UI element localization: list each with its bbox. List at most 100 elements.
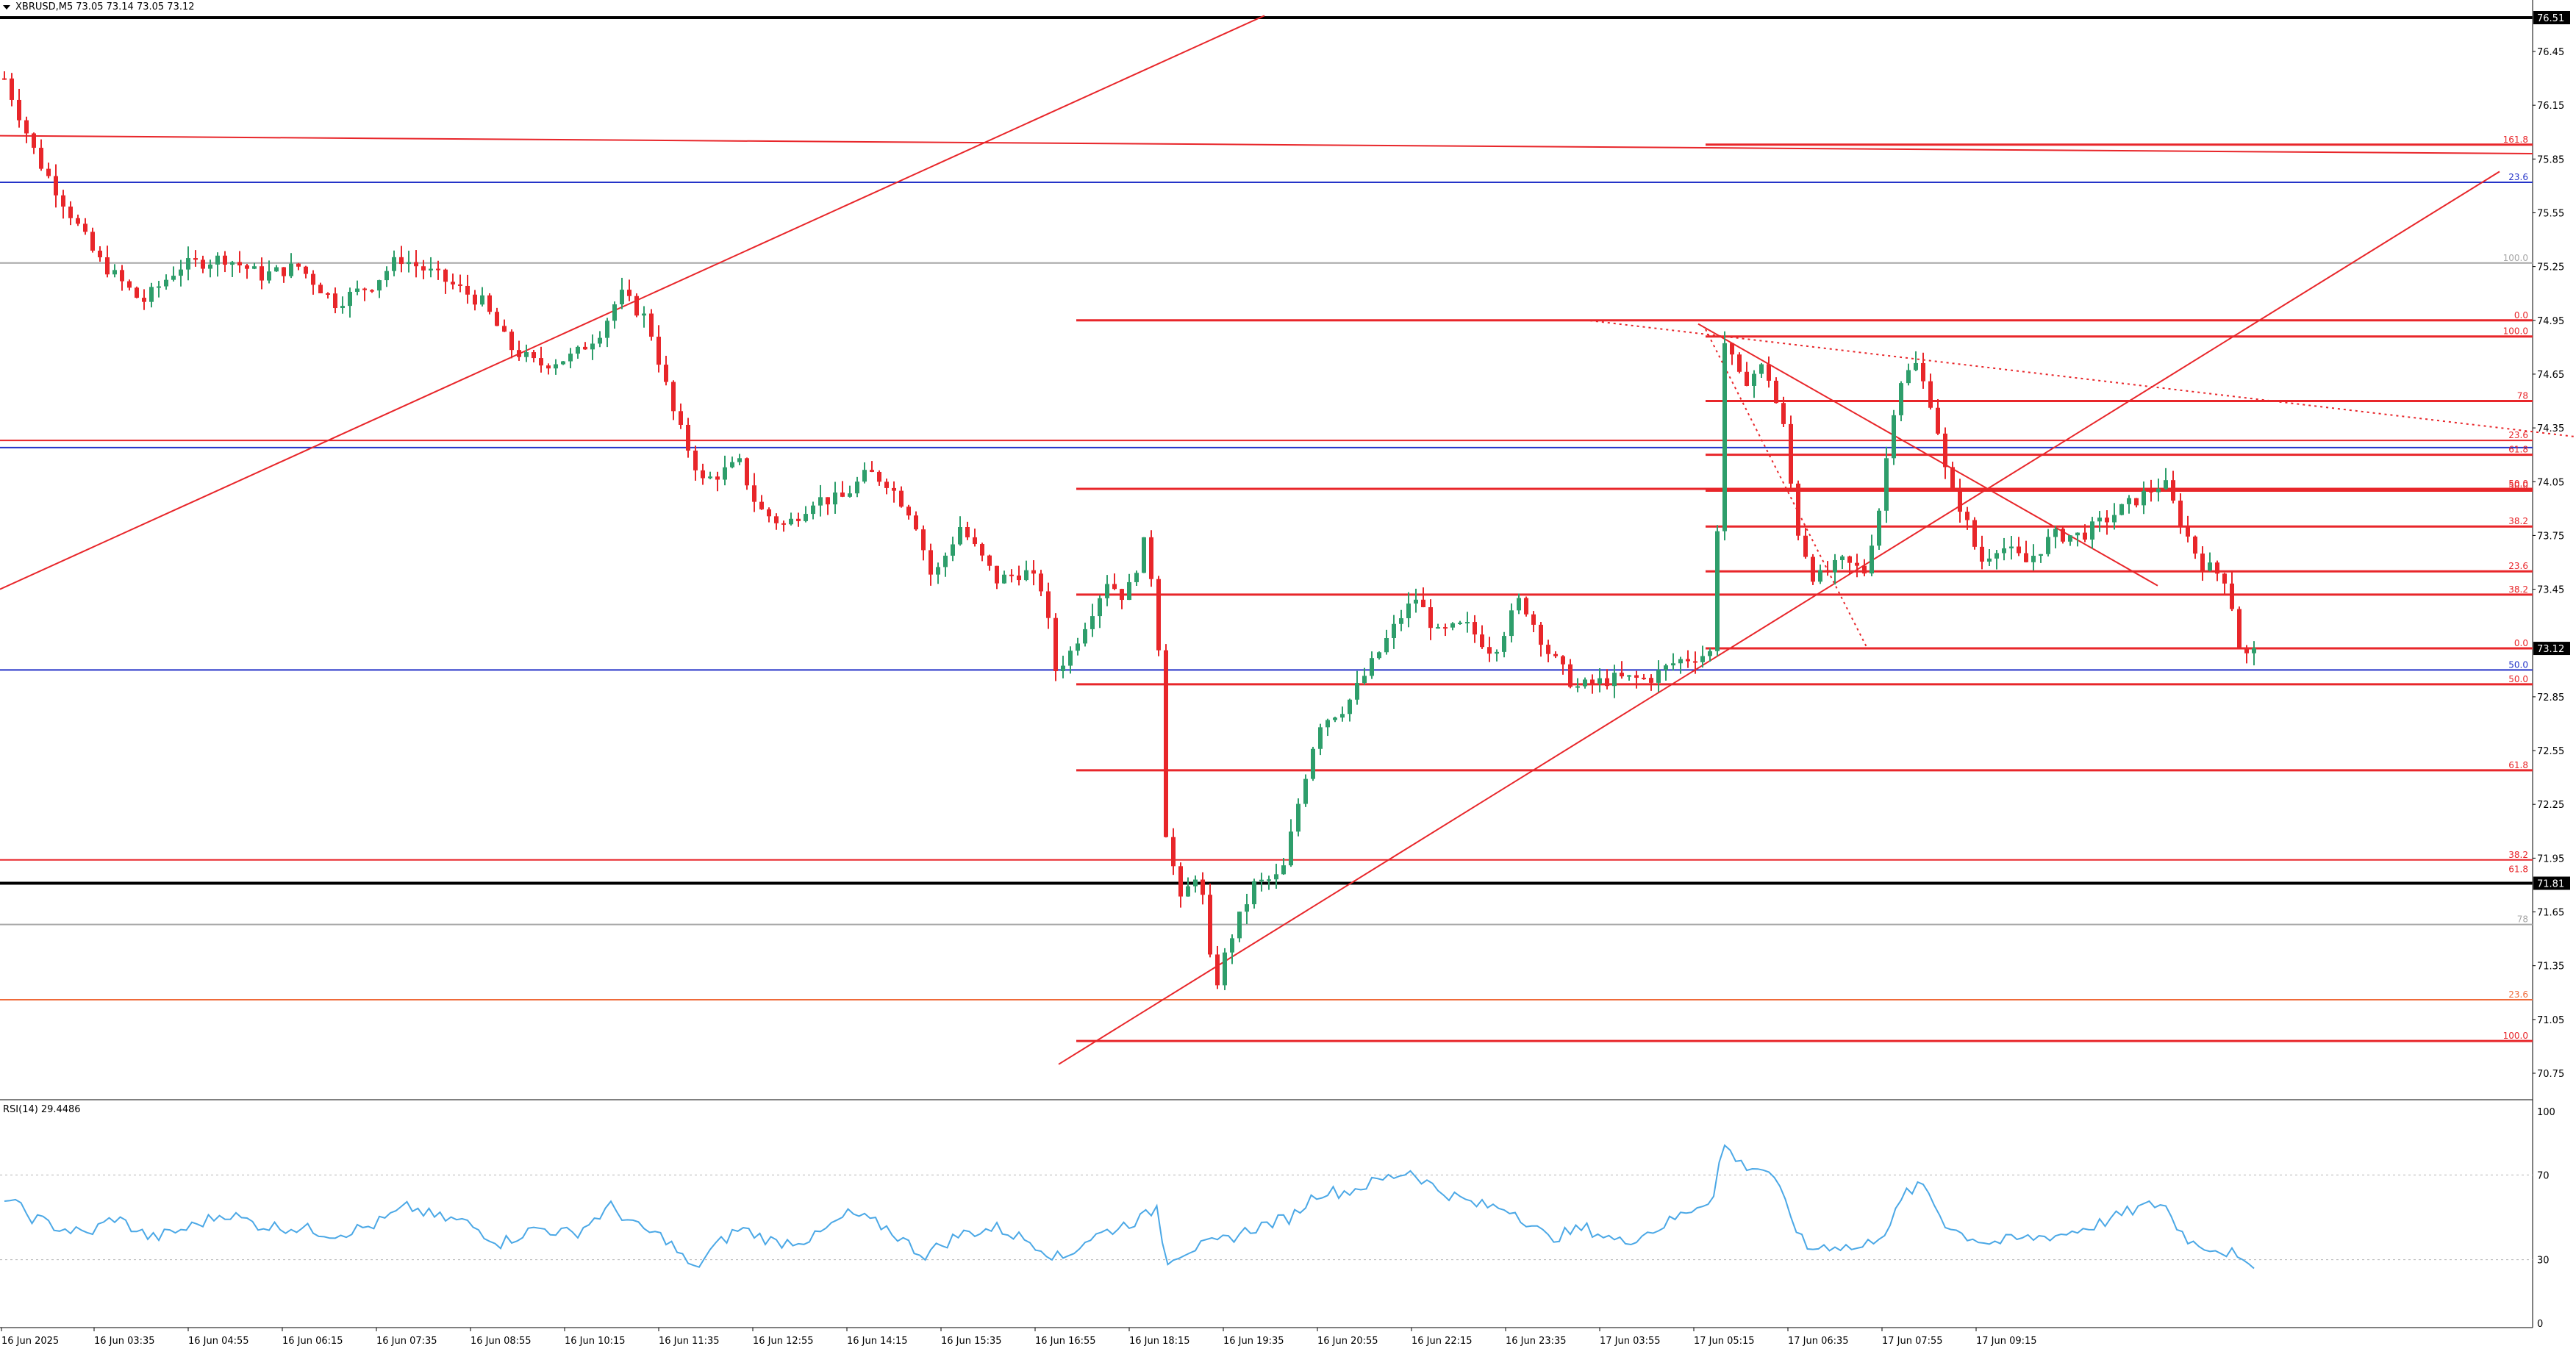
candle-body: [715, 476, 720, 480]
candle-body: [208, 264, 212, 269]
candle-body: [1362, 676, 1367, 684]
candle-body: [1480, 634, 1484, 648]
candle-body: [2024, 553, 2028, 562]
candle-body: [568, 354, 573, 362]
candle-body: [1465, 622, 1470, 624]
candle-body: [355, 288, 359, 292]
candle-body: [1803, 535, 1808, 557]
candle-body: [1568, 664, 1573, 687]
candle-body: [1627, 675, 1631, 677]
candle-body: [1289, 831, 1293, 866]
candle-body: [1752, 373, 1756, 386]
candle-body: [1406, 604, 1411, 618]
fib-label: 0.0: [2514, 638, 2528, 648]
candle-body: [1039, 573, 1043, 592]
time-axis-label: 16 Jun 06:15: [282, 1336, 343, 1347]
candle-body: [2075, 532, 2080, 536]
time-axis-label: 17 Jun 07:55: [1882, 1336, 1943, 1347]
candle-body: [1840, 556, 1845, 560]
candle-body: [2134, 498, 2139, 506]
candle-body: [1870, 545, 1874, 574]
time-axis-label: 17 Jun 09:15: [1976, 1336, 2037, 1347]
symbol-name: XBRUSD,M5: [15, 1, 74, 12]
candle-body: [598, 337, 602, 344]
candle-body: [848, 493, 852, 497]
candle-body: [612, 304, 617, 321]
candle-body: [39, 148, 43, 169]
candle-body: [539, 358, 543, 366]
candle-body: [436, 268, 440, 271]
candle-body: [906, 506, 911, 516]
price-tick-label: 74.95: [2537, 316, 2564, 327]
fib-label: 38.2: [2508, 584, 2528, 595]
candle-body: [767, 509, 771, 517]
candle-body: [1487, 647, 1492, 654]
candle-body: [186, 258, 190, 270]
candle-body: [282, 267, 286, 276]
candle-body: [1965, 512, 1969, 520]
candle-body: [1612, 673, 1617, 687]
candle-body: [686, 424, 690, 451]
candle-body: [1112, 584, 1117, 590]
candle-body: [458, 284, 462, 286]
candle-body: [1980, 546, 1984, 562]
candle-body: [1370, 658, 1374, 676]
candle-body: [193, 258, 198, 260]
fib-label: 38.2: [2508, 850, 2528, 860]
candle-body: [1450, 623, 1455, 628]
candle-body: [2200, 554, 2205, 571]
candle-body: [1774, 380, 1778, 404]
price-tick-label: 74.65: [2537, 370, 2564, 381]
candle-body: [370, 290, 374, 292]
candle-body: [1811, 556, 1815, 582]
candle-body: [929, 550, 933, 575]
candle-body: [877, 471, 881, 482]
candle-body: [1781, 403, 1786, 424]
candle-body: [98, 250, 102, 257]
candle-body: [1274, 874, 1278, 880]
price-tick-label: 73.45: [2537, 585, 2564, 596]
candle-body: [223, 255, 227, 265]
price-tick-label: 72.55: [2537, 746, 2564, 757]
candle-body: [1642, 677, 1646, 679]
candle-body: [1436, 627, 1440, 629]
candle-body: [995, 565, 999, 584]
candle-body: [1002, 574, 1006, 584]
candle-body: [620, 290, 624, 304]
candle-body: [1796, 483, 1800, 536]
candle-body: [465, 285, 470, 295]
candle-body: [664, 365, 668, 382]
candle-body: [965, 526, 970, 537]
candle-body: [1877, 510, 1881, 546]
candle-body: [68, 207, 73, 218]
candle-body: [451, 282, 455, 284]
candle-body: [708, 476, 712, 479]
candle-body: [24, 120, 29, 134]
candle-body: [1818, 570, 1822, 582]
time-axis-label: 16 Jun 23:35: [1506, 1336, 1567, 1347]
candle-body: [502, 326, 507, 332]
candle-body: [1186, 886, 1190, 897]
candle-body: [590, 343, 595, 350]
dropdown-triangle-icon[interactable]: [3, 4, 10, 10]
candle-body: [267, 271, 271, 281]
candle-body: [517, 350, 521, 357]
candle-body: [1134, 573, 1139, 582]
current-price-badge: [2533, 642, 2570, 656]
fib-label: 61.8: [2508, 760, 2528, 770]
candle-body: [429, 268, 433, 271]
candle-body: [987, 555, 992, 566]
candle-body: [2142, 490, 2146, 506]
candle-body: [1722, 343, 1727, 531]
fib-label: 100.0: [2503, 253, 2528, 263]
candle-body: [1208, 895, 1212, 955]
candle-body: [1333, 717, 1337, 720]
candle-body: [1509, 610, 1514, 637]
candle-body: [723, 467, 727, 480]
price-tick-label: 71.65: [2537, 908, 2564, 919]
candle-body: [1267, 879, 1271, 881]
price-tick-label: 76.45: [2537, 47, 2564, 58]
candle-body: [1046, 591, 1051, 618]
